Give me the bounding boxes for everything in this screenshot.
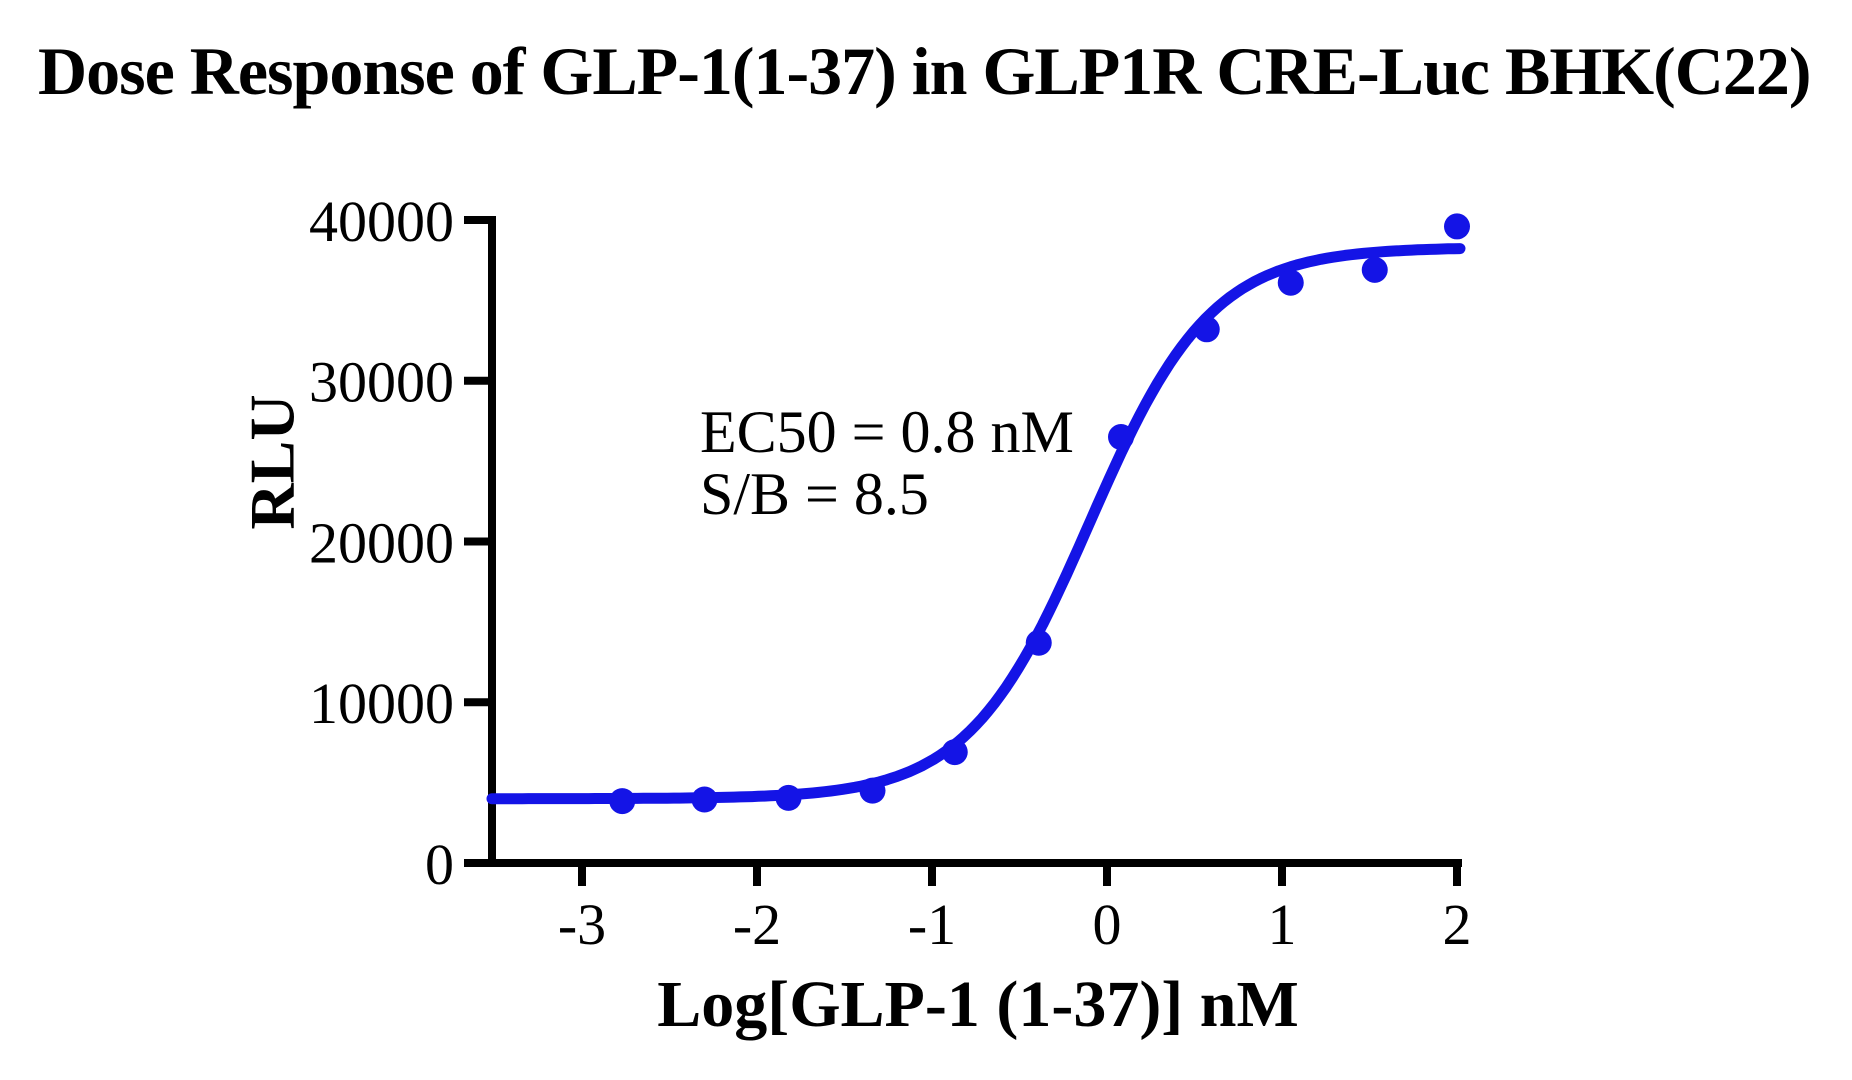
x-tick-label: 2 — [1443, 892, 1472, 957]
x-tick-label: -2 — [733, 892, 781, 957]
x-axis-label: Log[GLP-1 (1-37)] nM — [657, 968, 1299, 1041]
axes — [464, 216, 1462, 886]
data-point — [1025, 629, 1052, 656]
data-point — [609, 788, 636, 815]
fit-curve — [486, 243, 1466, 805]
y-tick-label: 0 — [425, 832, 454, 897]
fit-curve-group — [486, 243, 1466, 805]
annotation-ec50: EC50 = 0.8 nM — [700, 399, 1074, 465]
x-tick-label: 0 — [1093, 892, 1122, 957]
annotation-signal-to-background: S/B = 8.5 — [700, 461, 929, 527]
data-point — [1277, 269, 1304, 296]
data-points-group — [609, 213, 1470, 815]
x-tick-label: -1 — [908, 892, 956, 957]
data-point — [1444, 213, 1470, 240]
data-point — [1361, 256, 1388, 283]
x-tick-label: 1 — [1268, 892, 1297, 957]
data-point — [941, 739, 968, 766]
tick-labels: 0 10000 20000 30000 40000 -3 -2 -1 0 1 2 — [309, 189, 1472, 957]
y-tick-label: 10000 — [309, 671, 454, 736]
y-tick-label: 20000 — [309, 510, 454, 575]
y-tick-label: 40000 — [309, 189, 454, 254]
data-point — [691, 786, 718, 813]
x-tick-label: -3 — [558, 892, 606, 957]
data-point — [1108, 424, 1134, 451]
data-point — [859, 777, 886, 804]
data-point — [1193, 316, 1220, 343]
y-axis-label: RLU — [237, 394, 308, 529]
chart-title: Dose Response of GLP-1(1-37) in GLP1R CR… — [38, 33, 1812, 109]
data-point — [775, 784, 802, 811]
y-tick-label: 30000 — [309, 350, 454, 415]
